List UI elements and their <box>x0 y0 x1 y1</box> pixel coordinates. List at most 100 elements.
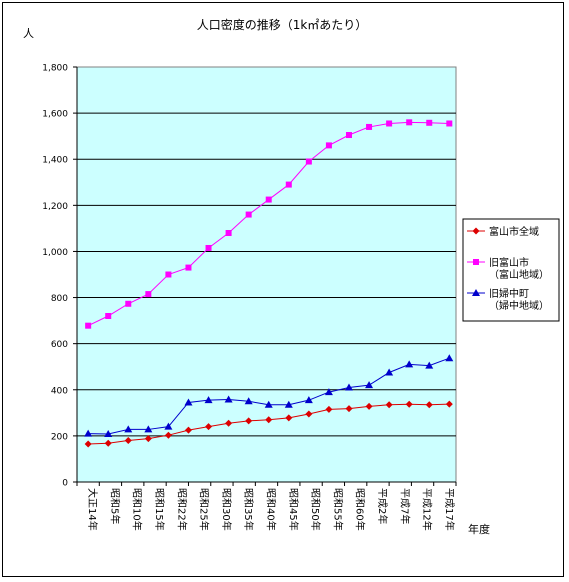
legend-item: 旧婦中町（婦中地域） <box>467 287 549 312</box>
x-tick-label: 平成12年 <box>421 488 434 531</box>
x-tick-label: 平成17年 <box>443 488 456 531</box>
x-tick-label: 昭和60年 <box>354 488 367 531</box>
data-point <box>184 426 192 434</box>
data-point <box>445 400 453 408</box>
data-point <box>472 289 480 296</box>
data-point <box>305 158 312 165</box>
legend-label: （富山地域） <box>489 268 549 281</box>
data-point <box>345 405 353 413</box>
x-tick-label: 昭和40年 <box>265 488 278 531</box>
x-tick-label: 昭和50年 <box>309 488 322 531</box>
data-point <box>245 417 253 425</box>
data-point <box>385 368 394 376</box>
data-point <box>84 429 93 437</box>
chart-title: 人口密度の推移（1k㎡あたり） <box>197 17 368 32</box>
y-tick-label: 1,800 <box>42 64 68 74</box>
data-point <box>386 120 393 127</box>
data-point <box>205 423 213 431</box>
data-point <box>265 416 273 424</box>
data-point <box>305 410 313 418</box>
data-point <box>185 264 192 271</box>
data-point <box>244 397 253 405</box>
data-point <box>184 398 193 406</box>
data-point <box>324 388 333 396</box>
series-1 <box>84 400 453 448</box>
y-tick-label: 200 <box>51 432 68 442</box>
data-point <box>145 291 152 298</box>
data-point <box>472 227 480 235</box>
x-tick-label: 昭和45年 <box>287 488 300 531</box>
data-point <box>204 396 213 404</box>
series-3 <box>84 354 454 438</box>
data-point <box>473 259 479 265</box>
y-axis-unit-label: 人 <box>23 27 34 40</box>
data-point <box>426 119 433 126</box>
data-point <box>245 211 252 218</box>
data-point <box>264 400 273 408</box>
data-point <box>325 142 332 149</box>
y-tick-label: 1,200 <box>42 202 68 212</box>
legend-box <box>462 218 560 322</box>
x-tick-label: 平成7年 <box>398 488 411 524</box>
data-point <box>225 230 232 236</box>
x-tick-label: 昭和35年 <box>242 488 255 531</box>
data-point <box>104 430 113 438</box>
data-point <box>366 123 373 130</box>
data-point <box>84 440 92 448</box>
data-point <box>224 395 233 403</box>
y-tick-label: 800 <box>51 294 68 304</box>
data-point <box>164 431 172 439</box>
data-point <box>345 132 352 139</box>
x-tick-label: 昭和55年 <box>331 488 344 531</box>
y-tick-label: 1,000 <box>42 248 68 258</box>
plot-area <box>76 66 457 483</box>
data-point <box>406 119 413 126</box>
data-point <box>425 401 433 409</box>
data-point <box>285 414 293 422</box>
y-axis: 0 200 400 600 800 1,000 1,200 1,400 1,600 1,800 <box>42 64 78 489</box>
data-point <box>165 271 172 278</box>
x-axis-unit-label: 年度 <box>468 522 490 536</box>
legend-item: 旧富山市（富山地域） <box>467 256 549 281</box>
data-point <box>325 405 333 413</box>
data-point <box>405 360 414 368</box>
data-point <box>344 383 353 391</box>
data-point <box>385 401 393 409</box>
data-point <box>124 425 133 433</box>
data-point <box>365 381 374 389</box>
legend-label: 旧婦中町 <box>489 287 529 300</box>
legend-label: 旧富山市 <box>489 256 529 269</box>
y-tick-label: 600 <box>51 340 68 350</box>
data-point <box>144 435 152 443</box>
data-point <box>405 400 413 408</box>
data-point <box>144 425 153 433</box>
data-point <box>225 419 233 427</box>
data-point <box>104 439 112 447</box>
legend-item: 富山市全域 <box>467 225 539 238</box>
data-point <box>365 402 373 410</box>
data-point <box>265 196 272 203</box>
legend-label: （婦中地域） <box>489 299 549 312</box>
y-tick-label: 1,600 <box>42 110 68 120</box>
y-tick-label: 1,400 <box>42 156 68 166</box>
data-point <box>125 300 132 307</box>
data-point <box>304 396 313 404</box>
data-point <box>105 313 112 319</box>
data-point <box>446 120 453 127</box>
x-tick-label: 昭和22年 <box>175 488 188 531</box>
legend-label: 富山市全域 <box>489 225 539 238</box>
y-tick-label: 400 <box>51 386 68 396</box>
x-axis: 大正14年 昭和5年 昭和10年 昭和15年 昭和22年 昭和25年 昭和30年 昭和35年昭… <box>76 481 457 531</box>
data-point <box>284 400 293 408</box>
gridlines <box>77 112 456 437</box>
series-2 <box>85 119 453 329</box>
x-tick-label: 昭和10年 <box>131 488 144 531</box>
x-tick-label: 昭和15年 <box>153 488 166 531</box>
x-tick-label: 昭和30年 <box>220 488 233 531</box>
data-point <box>285 181 292 188</box>
data-point <box>445 354 454 362</box>
x-tick-label: 大正14年 <box>86 488 99 531</box>
data-point <box>164 422 173 430</box>
